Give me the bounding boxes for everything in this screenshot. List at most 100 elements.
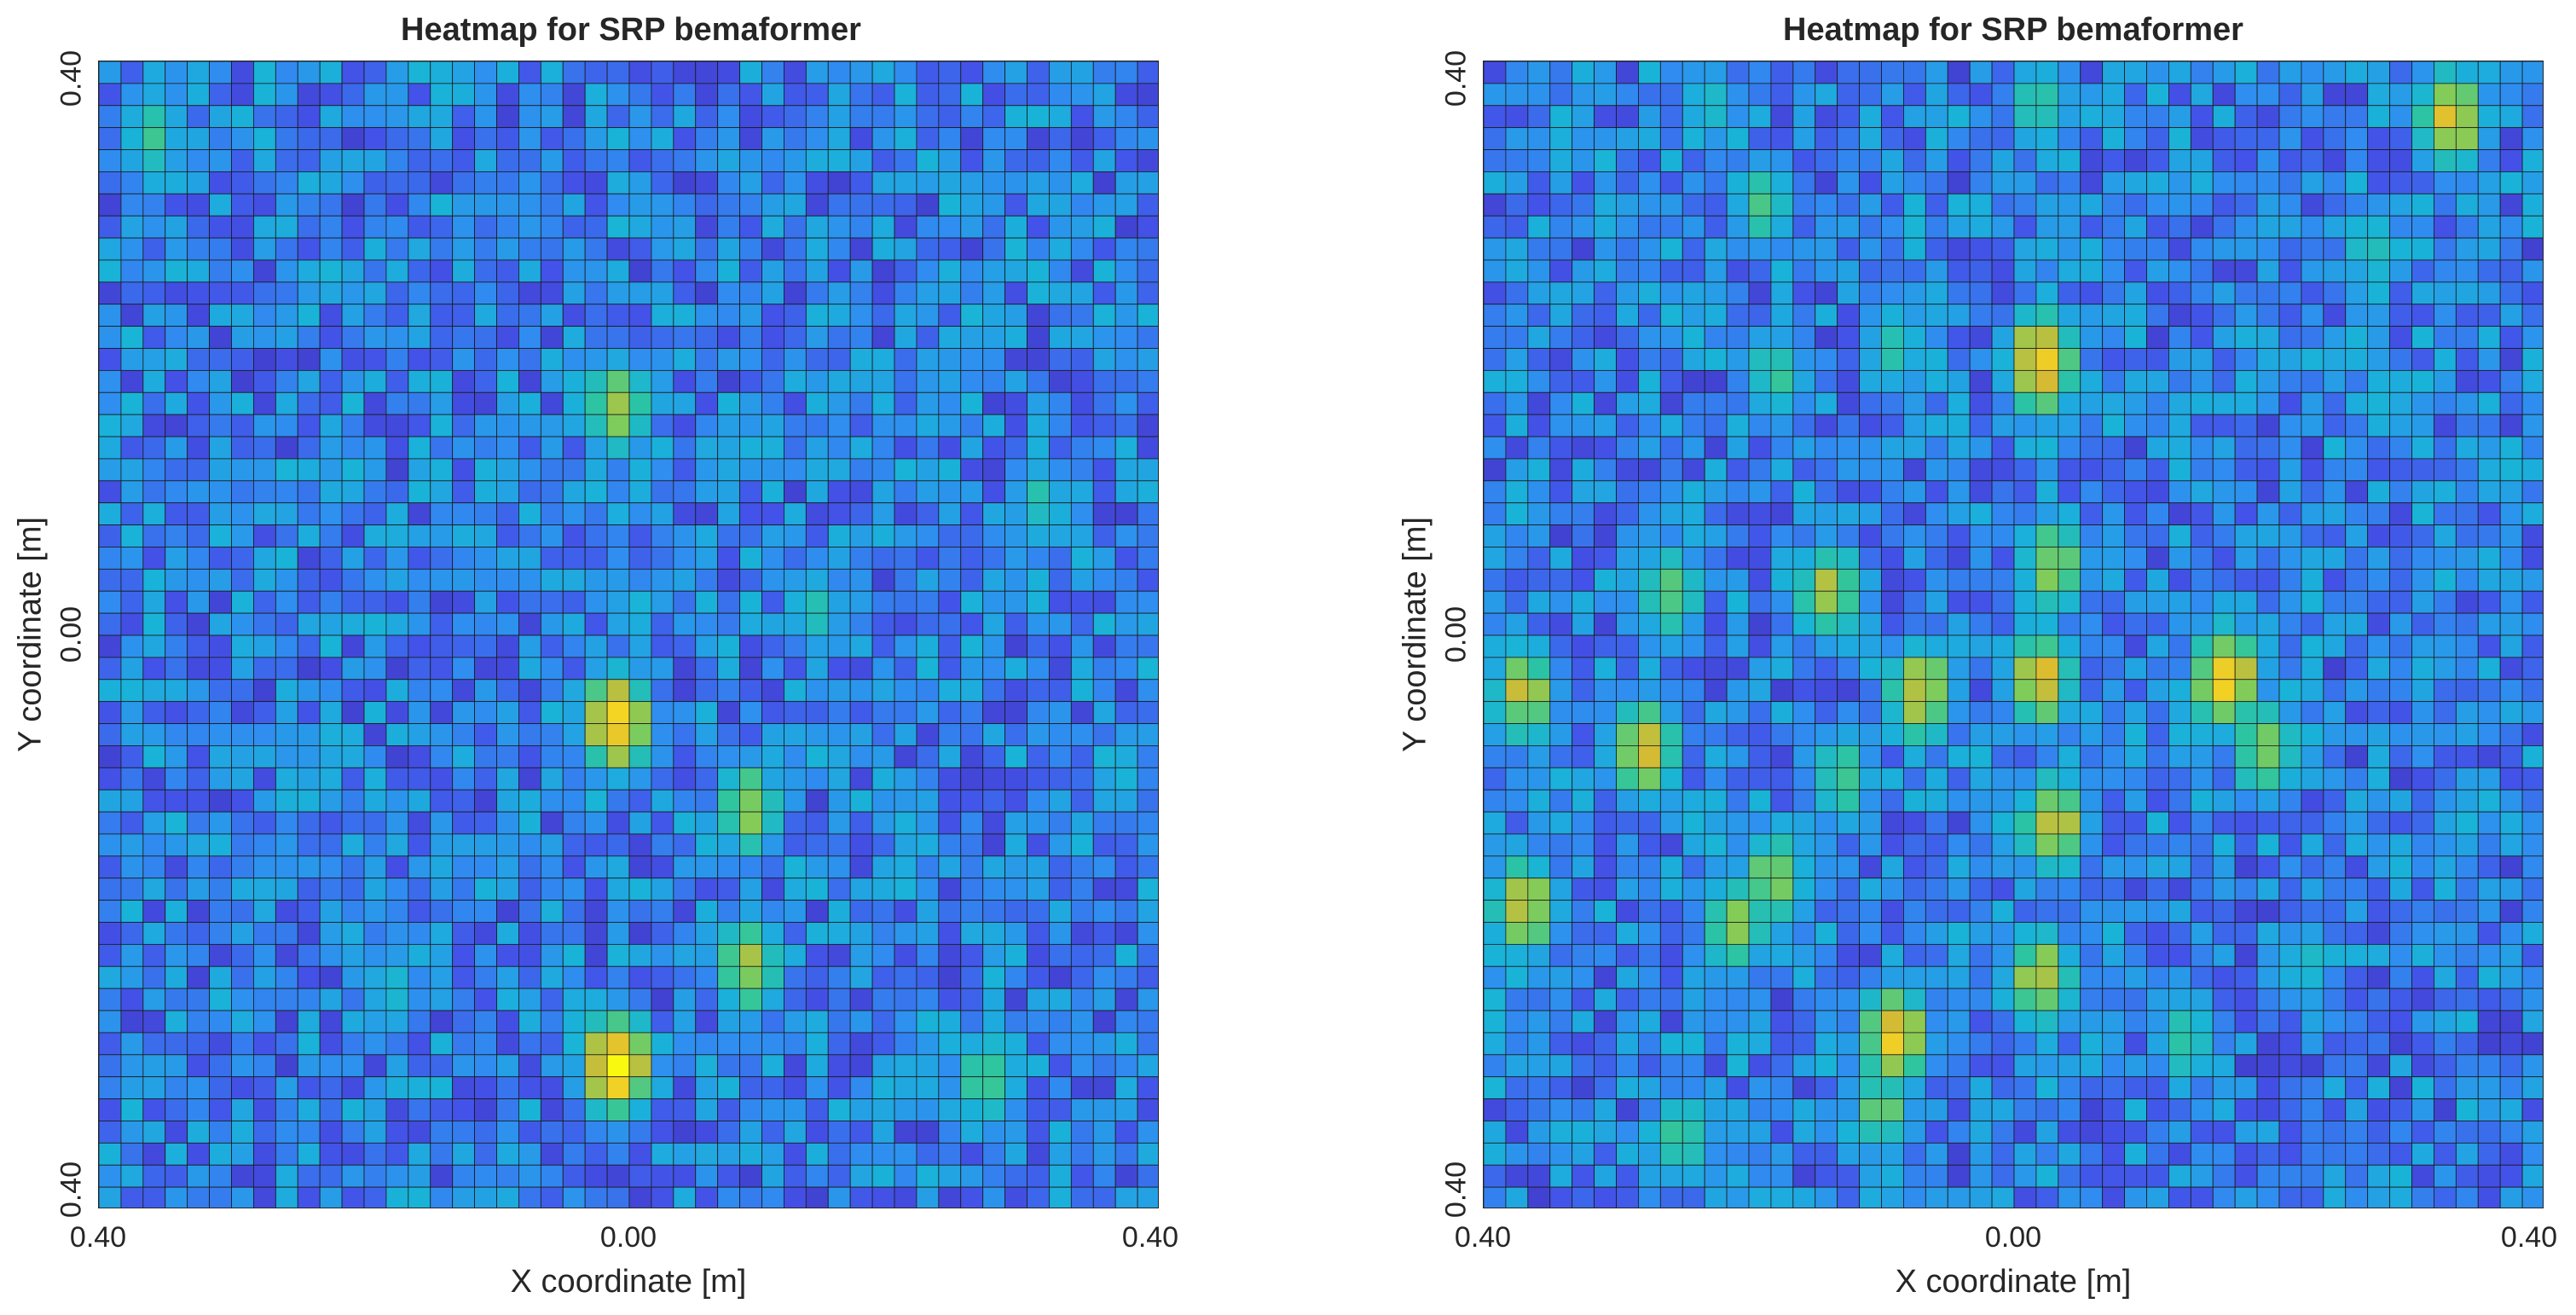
heatmap-cell xyxy=(673,193,697,217)
heatmap-cell xyxy=(1726,281,1750,305)
heatmap-cell xyxy=(1659,369,1683,393)
heatmap-cell xyxy=(2146,679,2169,703)
heatmap-cell xyxy=(209,193,232,217)
heatmap-cell xyxy=(2521,855,2543,879)
heatmap-cell xyxy=(1682,304,1705,327)
heatmap-cell xyxy=(1049,900,1072,923)
heatmap-cell xyxy=(562,679,586,703)
heatmap-cell xyxy=(319,1054,343,1078)
heatmap-cell xyxy=(1004,590,1028,614)
heatmap-cell xyxy=(2124,1098,2147,1121)
heatmap-cell xyxy=(142,679,166,703)
heatmap-cell xyxy=(982,767,1005,791)
heatmap-cell xyxy=(452,1010,475,1034)
heatmap-cell xyxy=(1726,965,1750,989)
heatmap-cell xyxy=(2168,348,2191,371)
heatmap-cell xyxy=(1704,634,1728,658)
heatmap-cell xyxy=(99,1054,122,1078)
heatmap-cell xyxy=(849,900,873,923)
heatmap-cell xyxy=(1947,1098,1971,1121)
heatmap-cell xyxy=(452,348,475,371)
heatmap-cell xyxy=(1748,1098,1772,1121)
heatmap-cell xyxy=(739,547,762,570)
heatmap-cell xyxy=(231,833,254,857)
heatmap-cell xyxy=(2434,83,2457,107)
heatmap-cell xyxy=(1991,259,2015,283)
heatmap-cell xyxy=(1114,900,1138,923)
heatmap-cell xyxy=(2190,281,2214,305)
heatmap-cell xyxy=(871,568,895,592)
heatmap-cell xyxy=(430,745,454,768)
heatmap-cell xyxy=(2058,348,2081,371)
heatmap-cell xyxy=(1748,590,1772,614)
heatmap-cell xyxy=(1092,988,1116,1011)
heatmap-cell xyxy=(695,701,719,724)
heatmap-cell xyxy=(2080,149,2104,172)
heatmap-cell xyxy=(231,348,254,371)
heatmap-cell xyxy=(496,259,519,283)
heatmap-cell xyxy=(1572,149,1595,172)
heatmap-cell xyxy=(2256,1032,2280,1056)
heatmap-cell xyxy=(1925,1032,1948,1056)
heatmap-cell xyxy=(540,458,564,482)
heatmap-cell xyxy=(540,171,564,194)
heatmap-cell xyxy=(231,988,254,1011)
heatmap-cell xyxy=(2168,679,2191,703)
heatmap-cell xyxy=(297,922,321,945)
heatmap-cell xyxy=(1682,391,1705,415)
heatmap-cell xyxy=(2455,1010,2479,1034)
heatmap-cell xyxy=(2323,215,2347,239)
heatmap-cell xyxy=(916,988,940,1011)
heatmap-cell xyxy=(2013,259,2037,283)
heatmap-cell xyxy=(1726,237,1750,261)
heatmap-cell xyxy=(1969,502,1993,525)
heatmap-cell xyxy=(1527,679,1551,703)
heatmap-cell xyxy=(1638,215,1661,239)
heatmap-cell xyxy=(518,127,541,150)
heatmap-cell xyxy=(2323,701,2347,724)
heatmap-cell xyxy=(496,524,519,547)
heatmap-cell xyxy=(319,878,343,901)
heatmap-cell xyxy=(651,1054,674,1078)
heatmap-cell xyxy=(1815,657,1838,681)
heatmap-cell xyxy=(2035,281,2059,305)
heatmap-cell xyxy=(1682,1142,1705,1166)
heatmap-cell xyxy=(2124,634,2147,658)
heatmap-cell xyxy=(1114,988,1138,1011)
heatmap-cell xyxy=(2190,1010,2214,1034)
heatmap-cell xyxy=(960,679,984,703)
heatmap-cell xyxy=(2190,414,2214,437)
heatmap-cell xyxy=(1527,127,1551,150)
heatmap-cell xyxy=(319,1142,343,1166)
heatmap-cell xyxy=(1638,237,1661,261)
heatmap-cell xyxy=(784,105,807,129)
heatmap-cell xyxy=(319,436,343,460)
heatmap-cell xyxy=(916,568,940,592)
heatmap-cell xyxy=(2190,502,2214,525)
heatmap-cell xyxy=(2278,259,2302,283)
heatmap-cell xyxy=(1616,657,1639,681)
heatmap-cell xyxy=(452,149,475,172)
heatmap-cell xyxy=(2058,1098,2081,1121)
heatmap-cell xyxy=(2013,348,2037,371)
heatmap-cell xyxy=(120,105,144,129)
heatmap-cell xyxy=(474,568,497,592)
heatmap-cell xyxy=(2013,414,2037,437)
heatmap-cell xyxy=(2058,304,2081,327)
heatmap-cell xyxy=(2434,1054,2457,1078)
heatmap-cell xyxy=(363,679,387,703)
heatmap-cell xyxy=(1505,127,1529,150)
heatmap-cell xyxy=(99,524,122,547)
heatmap-cell xyxy=(784,237,807,261)
heatmap-cell xyxy=(1682,215,1705,239)
heatmap-cell xyxy=(938,369,962,393)
heatmap-cell xyxy=(1484,900,1507,923)
heatmap-cell xyxy=(2367,745,2390,768)
heatmap-cell xyxy=(695,1098,719,1121)
heatmap-cell xyxy=(827,1121,851,1144)
heatmap-cell xyxy=(2367,259,2390,283)
heatmap-cell xyxy=(1137,590,1158,614)
heatmap-cell xyxy=(1114,745,1138,768)
heatmap-cell xyxy=(1659,1054,1683,1078)
heatmap-cell xyxy=(408,900,431,923)
